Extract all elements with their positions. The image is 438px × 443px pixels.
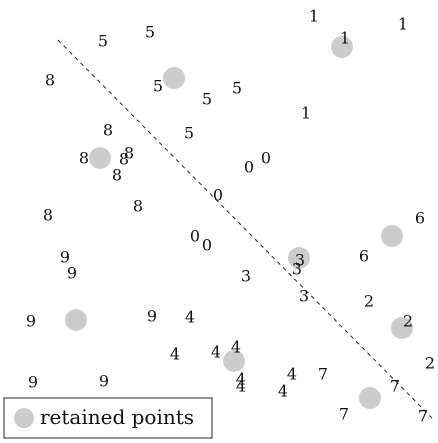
dashed-line	[57, 39, 435, 421]
digit-label-7: 5	[202, 90, 212, 109]
digit-label-27: 9	[26, 312, 36, 331]
digit-label-23: 6	[415, 209, 425, 228]
digit-label-18: 0	[244, 158, 254, 177]
retained-point-8	[359, 387, 381, 409]
digit-label-20: 0	[213, 186, 223, 205]
retained-point-3	[381, 225, 403, 247]
digit-label-47: 7	[390, 377, 400, 396]
digit-label-5: 5	[145, 23, 155, 42]
digit-label-32: 3	[292, 260, 302, 279]
digit-label-44: 4	[287, 365, 297, 384]
digit-label-1: 1	[398, 15, 408, 34]
retained-point-7	[223, 350, 245, 372]
retained-point-2	[89, 147, 111, 169]
digit-label-49: 7	[418, 407, 428, 426]
digit-label-28: 9	[147, 307, 157, 326]
digit-label-41: 4	[231, 338, 241, 357]
digit-label-29: 9	[28, 373, 38, 392]
digit-label-34: 3	[299, 287, 309, 306]
digit-label-12: 8	[79, 149, 89, 168]
digit-label-21: 0	[190, 227, 200, 246]
digit-label-30: 9	[99, 372, 109, 391]
digit-label-0: 1	[309, 7, 319, 26]
legend-marker-retained	[14, 408, 34, 428]
digit-label-2: 1	[340, 29, 350, 48]
digit-label-48: 7	[339, 405, 349, 424]
legend-label-retained: retained points	[40, 405, 194, 429]
digit-label-17: 8	[43, 206, 53, 225]
dashed-line-layer	[57, 39, 435, 421]
digit-label-25: 9	[60, 248, 70, 267]
digit-label-33: 3	[241, 267, 251, 286]
digit-label-38: 4	[185, 308, 195, 327]
digit-label-8: 5	[232, 79, 242, 98]
digit-label-19: 0	[261, 149, 271, 168]
digit-label-6: 5	[153, 77, 163, 96]
digit-label-35: 2	[364, 292, 374, 311]
digit-label-40: 4	[211, 343, 221, 362]
digit-label-4: 5	[98, 32, 108, 51]
digit-label-26: 9	[67, 264, 77, 283]
digit-label-11: 8	[103, 121, 113, 140]
digit-label-15: 8	[112, 166, 122, 185]
retained-point-6	[391, 317, 413, 339]
digit-label-10: 8	[45, 71, 55, 90]
digit-label-16: 8	[133, 197, 143, 216]
retained-point-5	[65, 309, 87, 331]
digit-label-3: 1	[301, 104, 311, 123]
digit-label-14: 8	[124, 144, 134, 163]
digit-label-9: 5	[184, 124, 194, 143]
digit-label-42: 4	[236, 370, 246, 389]
legend: retained points	[3, 397, 213, 439]
retained-point-0	[331, 36, 353, 58]
digit-label-45: 4	[278, 382, 288, 401]
retained-points-layer	[65, 36, 413, 409]
legend-box	[3, 397, 213, 439]
digit-label-31: 3	[295, 251, 305, 270]
digit-label-36: 2	[403, 312, 413, 331]
digit-label-37: 2	[425, 354, 435, 373]
retained-point-4	[288, 247, 310, 269]
retained-point-1	[163, 67, 185, 89]
digit-label-43: 4	[236, 377, 246, 396]
digit-label-39: 4	[170, 345, 180, 364]
digit-label-22: 0	[202, 236, 212, 255]
digit-label-13: 8	[119, 150, 129, 169]
digit-label-24: 6	[359, 247, 369, 266]
digit-label-46: 7	[318, 365, 328, 384]
